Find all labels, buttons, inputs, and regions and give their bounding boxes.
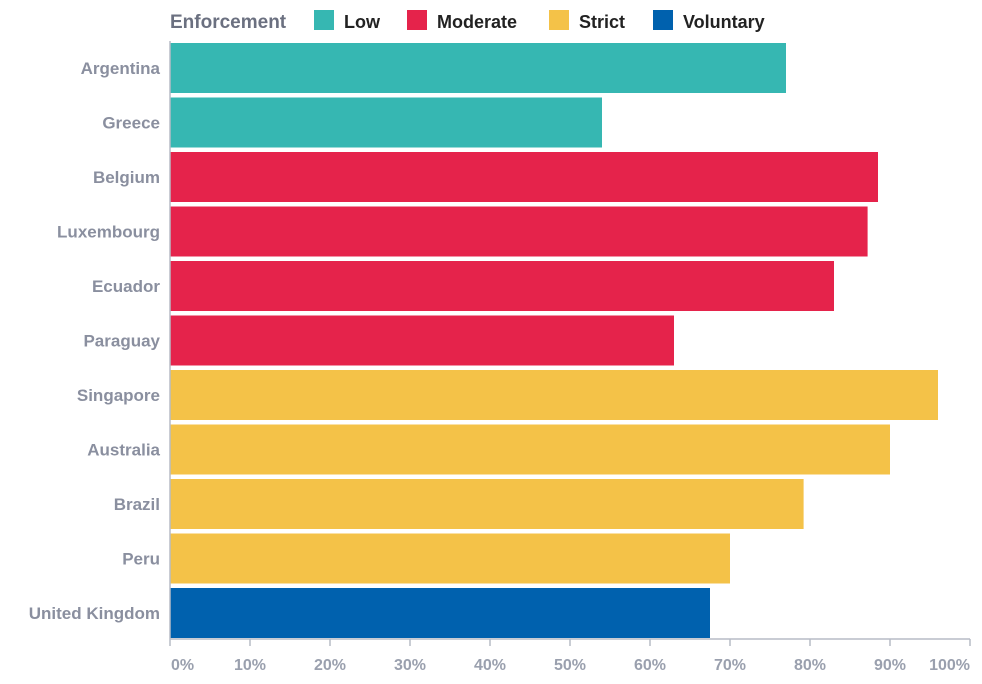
x-tick-label: 30% [394, 657, 426, 674]
x-tick-label: 20% [314, 657, 346, 674]
category-label-belgium: Belgium [93, 168, 160, 187]
x-tick-label: 100% [929, 657, 970, 674]
category-label-singapore: Singapore [77, 386, 160, 405]
legend-label-moderate: Moderate [437, 12, 517, 32]
category-label-brazil: Brazil [114, 495, 160, 514]
legend-label-strict: Strict [579, 12, 625, 32]
category-label-peru: Peru [122, 550, 160, 569]
category-label-luxembourg: Luxembourg [57, 223, 160, 242]
category-label-united-kingdom: United Kingdom [29, 604, 160, 623]
bar-belgium [170, 152, 878, 202]
bar-greece [170, 97, 602, 148]
legend-swatch-moderate [407, 10, 427, 30]
category-label-argentina: Argentina [81, 59, 161, 78]
x-tick-label: 40% [474, 657, 506, 674]
legend-title: Enforcement [170, 12, 287, 33]
bar-ecuador [170, 261, 834, 311]
x-tick-label: 60% [634, 657, 666, 674]
bar-luxembourg [170, 206, 868, 257]
x-tick-label: 10% [234, 657, 266, 674]
bar-australia [170, 424, 890, 475]
bars [170, 43, 938, 638]
category-labels: Argentina Greece Belgium Luxembourg Ecuador P… [29, 59, 161, 623]
bar-brazil [170, 479, 804, 529]
bar-singapore [170, 370, 938, 420]
bar-peru [170, 533, 730, 584]
category-label-ecuador: Ecuador [92, 277, 160, 296]
category-label-greece: Greece [102, 114, 160, 133]
x-tick-label: 50% [554, 657, 586, 674]
legend: Enforcement Low Moderate Strict Voluntary [170, 10, 765, 33]
bar-united-kingdom [170, 588, 710, 638]
legend-swatch-voluntary [653, 10, 673, 30]
x-tick-label: 0% [171, 657, 194, 674]
x-tick-label: 90% [874, 657, 906, 674]
bar-paraguay [170, 315, 674, 366]
legend-label-voluntary: Voluntary [683, 12, 765, 32]
legend-label-low: Low [344, 12, 381, 32]
legend-swatch-low [314, 10, 334, 30]
x-tick-label: 80% [794, 657, 826, 674]
legend-swatch-strict [549, 10, 569, 30]
bar-argentina [170, 43, 786, 93]
category-label-australia: Australia [87, 441, 160, 460]
x-tick-label: 70% [714, 657, 746, 674]
x-axis: 0% 10% 20% 30% 40% 50% 60% 70% 80% 90% 100% [169, 41, 971, 674]
category-label-paraguay: Paraguay [83, 332, 160, 351]
